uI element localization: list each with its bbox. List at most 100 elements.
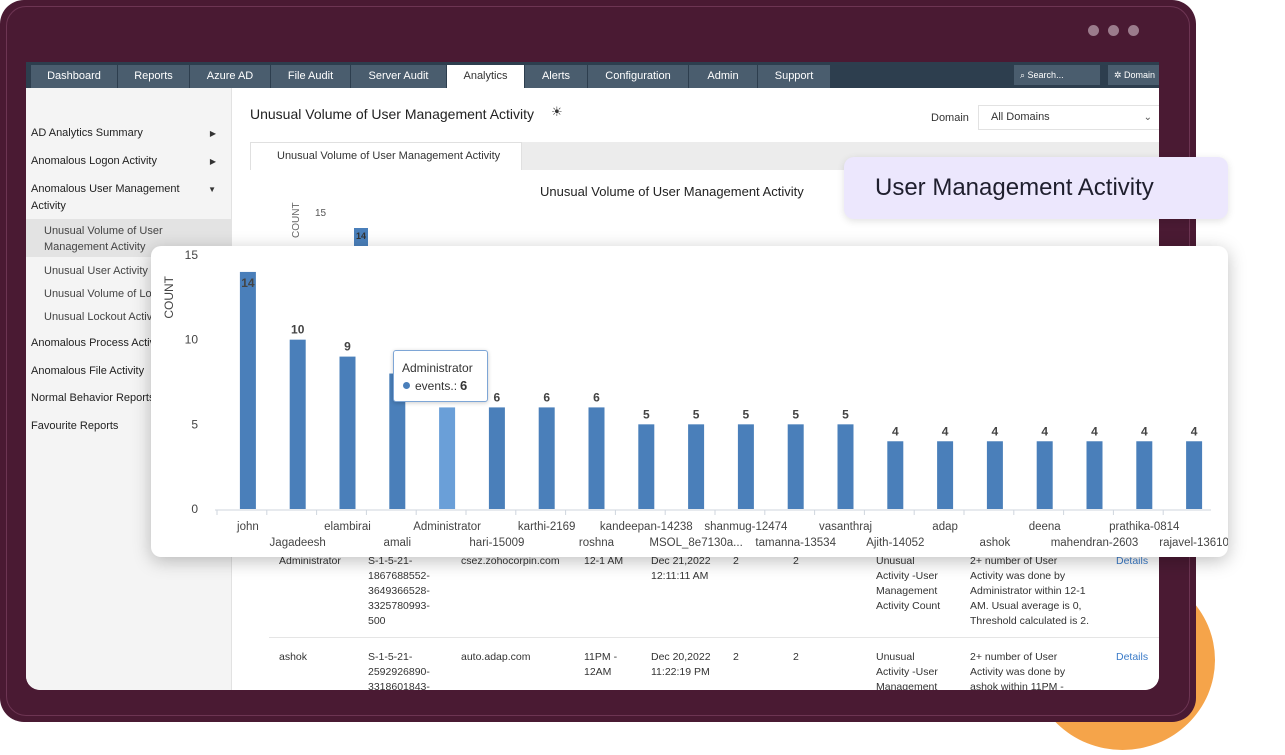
cell-domain: csez.zohocorpin.com (461, 555, 560, 567)
cell-sid: S-1-5-21- 1867688552- 3649366528- 332578… (368, 555, 430, 627)
x-tick-label: roshna (579, 537, 615, 549)
x-tick-label: rajavel-13610 (1159, 537, 1228, 549)
bar-value-label: 6 (494, 390, 501, 404)
sidebar-item-anomalous-file[interactable]: Anomalous File Activity (31, 365, 145, 377)
sidebar-item-anomalous-logon[interactable]: Anomalous Logon Activity ▶ (31, 153, 221, 170)
bar-value-label: 4 (1041, 424, 1048, 438)
tooltip-series-dot-icon (403, 382, 410, 389)
chart-bar (488, 407, 505, 509)
chevron-down-icon: ⌄ (1143, 112, 1152, 123)
x-tick-label: karthi-2169 (518, 521, 576, 533)
tab-unusual-volume-report[interactable]: Unusual Volume of User Management Activi… (250, 142, 522, 170)
cell-count: 2 (793, 555, 799, 567)
x-tick-label: Jagadeesh (270, 537, 326, 549)
domain-button[interactable]: ✲ Domain (1108, 65, 1159, 85)
window-dot-icon (1088, 25, 1099, 36)
chart-card: COUNT05101514john10Jagadeesh9elambirai8a… (151, 246, 1228, 557)
window-dots (1088, 25, 1139, 36)
cell-time-range: 12-1 AM (584, 555, 624, 567)
x-tick-label: hari-15009 (469, 537, 524, 549)
tab-alerts[interactable]: Alerts (525, 65, 588, 88)
sidebar-item-label: Anomalous Logon Activity (31, 155, 157, 167)
domain-button-label: Domain (1124, 70, 1156, 80)
cell-time: Dec 21,2022 12:11:11 AM (651, 555, 711, 582)
bar-value-label: 5 (792, 407, 799, 421)
x-tick-label: elambirai (324, 521, 371, 533)
tab-server-audit[interactable]: Server Audit (351, 65, 447, 88)
cell-count: 2 (733, 651, 739, 663)
bar-value-label: 5 (743, 407, 750, 421)
sidebar-item-anomalous-user-management[interactable]: Anomalous User Management Activity ▼ (31, 181, 216, 215)
details-link[interactable]: Details (1116, 651, 1149, 663)
x-tick-label: tamanna-13534 (755, 537, 836, 549)
caret-right-icon: ▶ (209, 157, 216, 166)
cell-time-range: 11PM - 12AM (584, 651, 618, 678)
cell-user: ashok (279, 651, 308, 663)
sidebar-item-favourite-reports[interactable]: Favourite Reports (31, 420, 119, 432)
bar-value-label: 4 (992, 424, 999, 438)
background-chart-title: Unusual Volume of User Management Activi… (540, 184, 804, 199)
row-divider (269, 637, 1159, 638)
x-tick-label: MSOL_8e7130a... (649, 537, 742, 549)
details-link[interactable]: Details (1116, 555, 1149, 567)
tab-azure-ad[interactable]: Azure AD (190, 65, 271, 88)
bar-value-label: 5 (693, 407, 700, 421)
sidebar-subitem-unusual-volume-user-mgmt[interactable]: Unusual Volume of User Management Activi… (44, 225, 163, 253)
bar-value-label: 6 (543, 390, 550, 404)
bar-value-label: 9 (344, 340, 351, 354)
cell-alert: Unusual Activity -User Management Activi… (876, 555, 941, 612)
chart-bar (588, 407, 605, 509)
background-bar (354, 228, 368, 248)
sidebar-subitem-unusual-user-activity[interactable]: Unusual User Activity Time (44, 265, 175, 277)
sidebar-item-label: Anomalous User Management Activity (31, 183, 180, 212)
cell-user: Administrator (279, 555, 341, 567)
y-tick-label: 0 (191, 502, 198, 516)
sidebar-item-anomalous-process[interactable]: Anomalous Process Activity (31, 337, 167, 349)
bar-value-label: 4 (1191, 424, 1198, 438)
tab-dashboard[interactable]: Dashboard (31, 65, 118, 88)
x-tick-label: mahendran-2603 (1051, 537, 1139, 549)
caret-down-icon: ▼ (208, 185, 216, 194)
page-title: Unusual Volume of User Management Activi… (250, 106, 535, 122)
top-navbar: Dashboard Reports Azure AD File Audit Se… (26, 62, 1159, 88)
tooltip-value-row: events.: 6 (415, 378, 467, 393)
cell-count: 2 (793, 651, 799, 663)
bar-chart: COUNT05101514john10Jagadeesh9elambirai8a… (162, 248, 1228, 549)
background-bar-label: 14 (356, 231, 367, 241)
tab-reports[interactable]: Reports (118, 65, 190, 88)
search-placeholder: Search... (1027, 70, 1064, 80)
chart-tooltip: Administrator events.: 6 (393, 350, 488, 402)
domain-label: Domain (931, 112, 969, 124)
search-input[interactable]: ⌕ Search... (1014, 65, 1100, 85)
cell-alert: Unusual Activity -User Management (876, 651, 938, 690)
sidebar-item-normal-behavior[interactable]: Normal Behavior Reports (31, 392, 155, 404)
chart-bar (239, 271, 256, 509)
bar-value-label: 14 (241, 276, 255, 290)
x-tick-label: prathika-0814 (1109, 521, 1180, 533)
x-tick-label: Administrator (413, 521, 481, 533)
bar-value-label: 5 (842, 407, 849, 421)
tab-configuration[interactable]: Configuration (588, 65, 689, 88)
sidebar-item-ad-analytics-summary[interactable]: AD Analytics Summary ▶ (31, 125, 221, 142)
sidebar-item-label: AD Analytics Summary (31, 127, 143, 139)
bulb-icon[interactable]: ☀ (551, 104, 563, 119)
search-icon: ⌕ (1020, 70, 1028, 80)
chart-bar (538, 407, 555, 509)
tooltip-value: 6 (460, 378, 468, 393)
x-tick-label: kandeepan-14238 (600, 521, 693, 533)
chart-bar (737, 424, 754, 509)
tab-analytics[interactable]: Analytics (447, 65, 525, 88)
cell-time: Dec 20,2022 11:22:19 PM (651, 651, 711, 678)
tab-support[interactable]: Support (758, 65, 831, 88)
tab-admin[interactable]: Admin (689, 65, 758, 88)
bar-value-label: 4 (942, 424, 949, 438)
x-tick-label: john (236, 521, 259, 533)
x-tick-label: deena (1029, 521, 1062, 533)
x-tick-label: amali (384, 537, 411, 549)
chart-bar (1036, 441, 1053, 509)
bar-value-label: 4 (1141, 424, 1148, 438)
x-tick-label: shanmug-12474 (704, 521, 788, 533)
domain-select[interactable]: All Domains ⌄ (978, 105, 1159, 130)
tab-file-audit[interactable]: File Audit (271, 65, 351, 88)
